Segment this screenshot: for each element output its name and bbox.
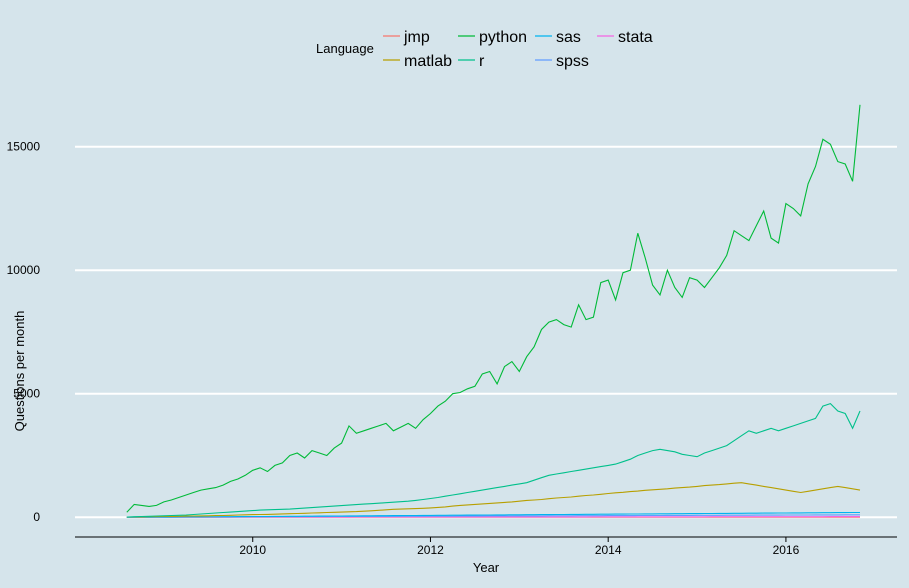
x-axis-ticks: 2010 2012 2014 2016 — [239, 537, 800, 557]
legend-label-jmp: jmp — [403, 29, 430, 46]
gridlines — [75, 145, 897, 519]
y-tick-label: 0 — [33, 510, 40, 524]
legend: Language jmp matlab python r sas spss stata — [316, 29, 653, 70]
legend-items: jmp matlab python r sas spss stata — [383, 29, 653, 70]
legend-title: Language — [316, 41, 374, 56]
legend-label-r: r — [479, 53, 485, 70]
legend-label-spss: spss — [556, 53, 589, 70]
series-line-python — [126, 104, 861, 513]
x-tick-label: 2012 — [417, 543, 444, 557]
x-tick-label: 2014 — [595, 543, 622, 557]
series-line-r — [126, 402, 861, 518]
legend-label-python: python — [479, 29, 527, 46]
x-tick-label: 2016 — [773, 543, 800, 557]
y-tick-label: 15000 — [7, 140, 41, 154]
plot-area — [126, 104, 861, 518]
y-tick-label: 10000 — [7, 263, 41, 277]
y-axis-title: Questions per month — [12, 311, 27, 432]
series-line-sas — [126, 511, 860, 518]
x-axis-title: Year — [473, 560, 500, 575]
y-axis-ticks: 0 5000 10000 15000 — [7, 140, 41, 524]
legend-label-matlab: matlab — [404, 53, 452, 70]
legend-label-stata: stata — [618, 29, 653, 46]
legend-label-sas: sas — [556, 29, 581, 46]
y-tick-label: 5000 — [13, 387, 40, 401]
series-line-matlab — [126, 482, 861, 518]
x-tick-label: 2010 — [239, 543, 266, 557]
